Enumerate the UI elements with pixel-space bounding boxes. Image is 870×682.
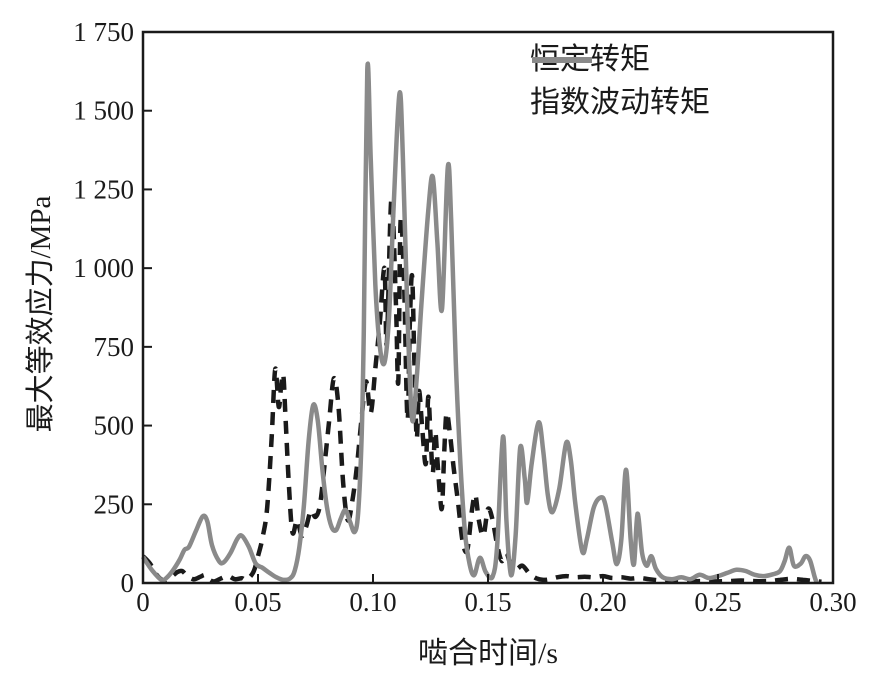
legend-item-exponential-torque: 指数波动转矩 <box>530 57 710 121</box>
series-exponential-torque <box>141 61 819 584</box>
y-tick-label: 500 <box>94 411 135 441</box>
axis-ticks <box>142 31 834 584</box>
y-axis-title: 最大等效应力/MPa <box>25 195 57 433</box>
plot-frame <box>141 30 835 585</box>
x-tick-label: 0.15 <box>464 587 511 617</box>
legend: 恒定转矩 指数波动转矩 <box>530 42 710 121</box>
y-tick-label: 1 500 <box>73 96 134 126</box>
y-tick-label: 1 000 <box>73 253 134 283</box>
solid-line-swatch-icon <box>532 57 592 63</box>
x-tick-label: 0.10 <box>349 587 396 617</box>
x-axis-title: 啮合时间/s <box>417 637 558 670</box>
x-tick-label: 0.05 <box>234 587 281 617</box>
legend-label-exponential-torque: 指数波动转矩 <box>530 86 710 119</box>
y-tick-label: 1 250 <box>73 174 134 204</box>
x-tick-label: 0.25 <box>694 587 741 617</box>
series-constant-torque <box>141 196 822 584</box>
y-tick-label: 0 <box>121 568 135 598</box>
x-tick-label: 0.20 <box>579 587 626 617</box>
x-tick-label: 0.30 <box>809 587 856 617</box>
axis-tick-labels: 0 0.05 0.10 0.15 0.20 0.25 0.30 0 250 500 750 1 000… <box>73 17 856 617</box>
y-tick-label: 750 <box>94 332 135 362</box>
y-tick-label: 1 750 <box>73 17 134 47</box>
x-tick-label: 0 <box>136 587 150 617</box>
y-tick-label: 250 <box>94 489 135 519</box>
chart-series-lines <box>141 61 822 584</box>
